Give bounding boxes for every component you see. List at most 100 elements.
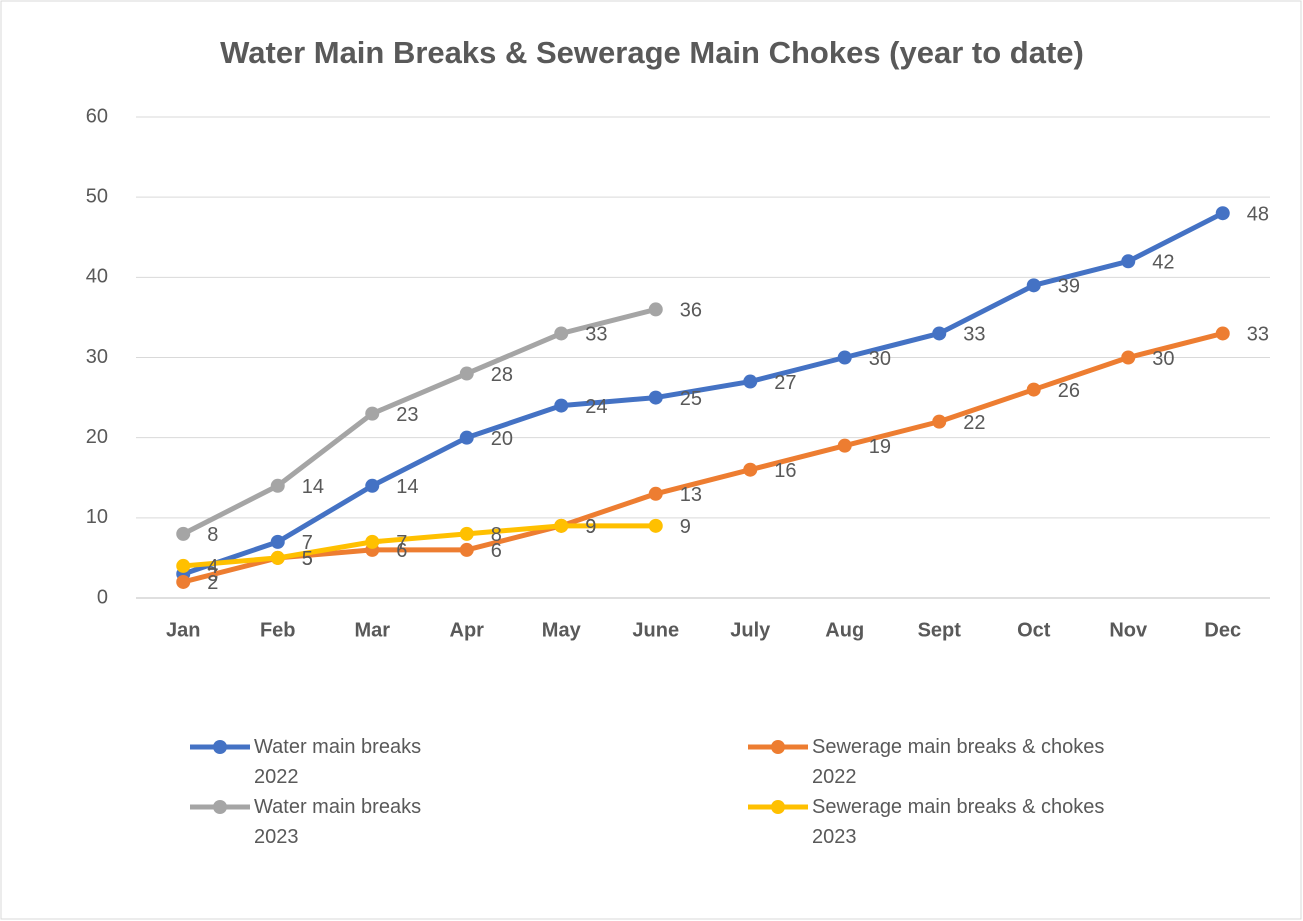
legend-marker (213, 800, 227, 814)
series-line (182, 331, 1224, 585)
data-point (554, 518, 569, 533)
y-tick-label: 10 (86, 506, 108, 528)
data-label: 14 (396, 476, 418, 498)
legend-marker (771, 740, 785, 754)
data-label: 2 (207, 572, 218, 594)
data-label: 42 (1152, 252, 1174, 274)
legend-label: Sewerage main breaks & chokes 2022 (812, 736, 1105, 788)
data-point (648, 302, 663, 317)
data-label: 9 (680, 516, 691, 538)
data-point (270, 550, 285, 565)
data-label: 33 (585, 324, 607, 346)
data-label: 19 (869, 436, 891, 458)
data-label: 33 (1247, 324, 1269, 346)
data-point (176, 526, 191, 541)
x-tick-label: Dec (1204, 619, 1241, 641)
data-label: 4 (207, 556, 218, 578)
data-point (932, 326, 947, 341)
data-point (365, 534, 380, 549)
legend-label: Water main breaks 2022 (254, 736, 422, 788)
data-point (554, 398, 569, 413)
data-point (459, 526, 474, 541)
y-tick-label: 20 (86, 426, 108, 448)
data-label: 16 (774, 460, 796, 482)
data-label: 33 (963, 324, 985, 346)
data-label: 39 (1058, 276, 1080, 298)
data-label: 23 (396, 404, 418, 426)
data-label: 8 (207, 524, 218, 546)
data-point (176, 558, 191, 573)
data-point (365, 406, 380, 421)
data-point (176, 574, 191, 589)
data-point (459, 542, 474, 557)
data-point (932, 414, 947, 429)
data-point (270, 534, 285, 549)
y-tick-label: 50 (86, 185, 108, 207)
x-tick-label: Oct (1017, 619, 1051, 641)
data-label: 9 (585, 516, 596, 538)
data-point (459, 430, 474, 445)
data-point (743, 374, 758, 389)
data-label: 36 (680, 300, 702, 322)
data-point (554, 326, 569, 341)
data-point (743, 462, 758, 477)
data-label: 7 (302, 532, 313, 554)
x-tick-label: May (542, 619, 582, 641)
data-label: 22 (963, 412, 985, 434)
data-point (1026, 278, 1041, 293)
data-point (1121, 254, 1136, 269)
series-line (182, 306, 657, 537)
legend-label: Sewerage main breaks & chokes 2023 (812, 796, 1105, 848)
data-point (365, 478, 380, 493)
y-tick-label: 60 (86, 105, 108, 127)
series-line (182, 210, 1224, 577)
data-label: 14 (302, 476, 324, 498)
data-point (1215, 326, 1230, 341)
data-label: 6 (491, 540, 502, 562)
legend-marker (213, 740, 227, 754)
data-point (648, 518, 663, 533)
data-label: 25 (680, 388, 702, 410)
data-label: 26 (1058, 380, 1080, 402)
data-label: 5 (302, 548, 313, 570)
data-point (270, 478, 285, 493)
x-tick-label: Mar (354, 619, 390, 641)
x-tick-label: Nov (1109, 619, 1148, 641)
series-line (183, 523, 656, 569)
data-point (459, 366, 474, 381)
chart-title: Water Main Breaks & Sewerage Main Chokes… (220, 35, 1084, 70)
data-point (837, 438, 852, 453)
data-point (648, 390, 663, 405)
x-tick-label: Feb (260, 619, 296, 641)
data-label: 30 (1152, 348, 1174, 370)
data-label: 5 (302, 548, 313, 570)
data-label: 30 (869, 348, 891, 370)
data-point (837, 350, 852, 365)
legend-label: Water main breaks 2023 (254, 796, 422, 848)
data-label: 27 (774, 372, 796, 394)
x-tick-label: July (730, 619, 771, 641)
x-tick-label: Jan (166, 619, 200, 641)
data-label: 13 (680, 484, 702, 506)
data-label: 48 (1247, 203, 1269, 225)
data-point (1215, 206, 1230, 221)
data-point (1026, 382, 1041, 397)
x-tick-label: Aug (825, 619, 864, 641)
data-label: 7 (396, 532, 407, 554)
x-tick-label: Sept (918, 619, 962, 641)
data-point (648, 486, 663, 501)
data-label: 8 (491, 524, 502, 546)
y-tick-label: 30 (86, 346, 108, 368)
data-label: 28 (491, 364, 513, 386)
data-label: 6 (396, 540, 407, 562)
y-tick-label: 40 (86, 266, 108, 288)
x-tick-label: June (632, 619, 679, 641)
data-point (1121, 350, 1136, 365)
x-tick-label: Apr (450, 619, 485, 641)
legend-marker (771, 800, 785, 814)
data-label: 24 (585, 396, 607, 418)
y-tick-label: 0 (97, 586, 108, 608)
